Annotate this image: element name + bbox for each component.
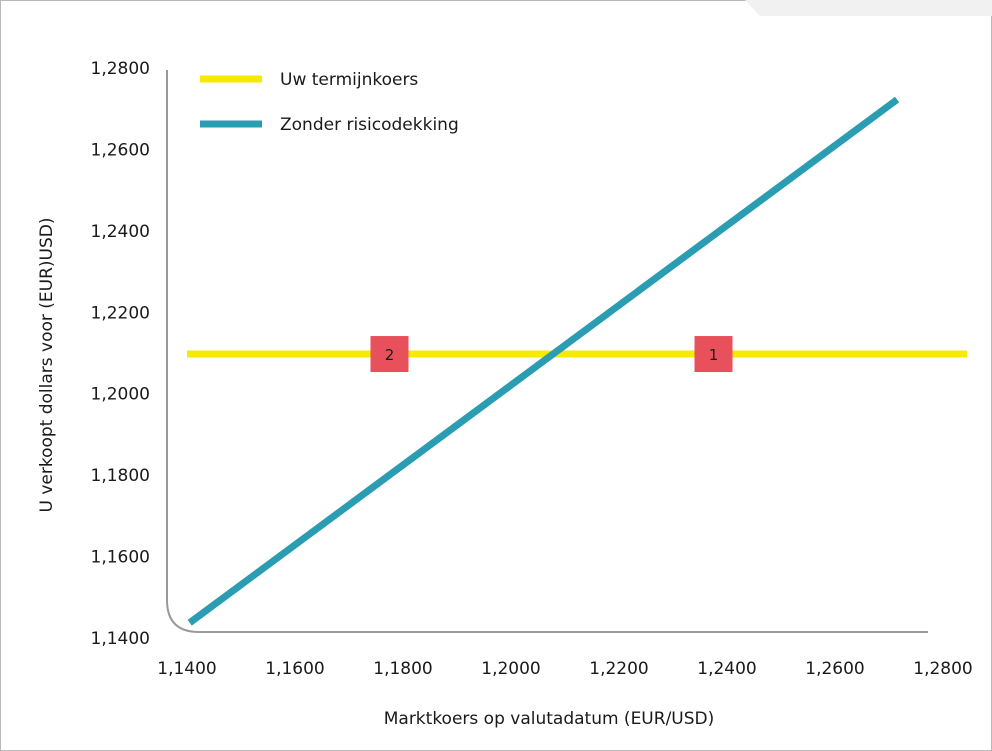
x-tick-label: 1,1600 xyxy=(265,659,324,679)
corner-tab xyxy=(745,0,992,16)
series-layer xyxy=(187,96,968,626)
annotation-label-1: 1 xyxy=(709,346,719,364)
legend-label-uw-termijnkoers: Uw termijnkoers xyxy=(280,70,418,90)
x-axis-title: Marktkoers op valutadatum (EUR/USD) xyxy=(384,709,715,729)
y-tick-labels: 1,1400 1,1600 1,1800 1,2000 1,2200 1,2400 1,26… xyxy=(91,59,150,649)
annotation-label-2: 2 xyxy=(385,346,395,364)
y-tick-label: 1,2400 xyxy=(91,222,150,242)
series-line-zonder-risicodekking xyxy=(187,96,900,626)
y-tick-label: 1,2800 xyxy=(91,59,150,79)
x-tick-label: 1,2000 xyxy=(481,659,540,679)
y-tick-label: 1,2200 xyxy=(91,303,150,323)
legend-label-zonder-risicodekking: Zonder risicodekking xyxy=(280,115,459,135)
y-tick-label: 1,1800 xyxy=(91,466,150,486)
y-tick-label: 1,1600 xyxy=(91,548,150,568)
x-tick-label: 1,2600 xyxy=(805,659,864,679)
y-tick-label: 1,2600 xyxy=(91,140,150,160)
legend: Uw termijnkoers Zonder risicodekking xyxy=(200,70,459,135)
x-tick-label: 1,2800 xyxy=(913,659,972,679)
y-axis-title: U verkoopt dollars voor (EUR)USD) xyxy=(37,217,57,512)
x-tick-label: 1,1800 xyxy=(373,659,432,679)
x-tick-label: 1,1400 xyxy=(157,659,216,679)
x-tick-label: 1,2400 xyxy=(697,659,756,679)
annotation-marker-1 xyxy=(694,336,733,373)
x-tick-labels: 1,1400 1,1600 1,1800 1,2000 1,2200 1,2400 1,26… xyxy=(157,659,972,679)
annotation-marker-2 xyxy=(370,336,409,373)
x-tick-label: 1,2200 xyxy=(589,659,648,679)
y-tick-label: 1,1400 xyxy=(91,629,150,649)
y-tick-label: 1,2000 xyxy=(91,385,150,405)
y-axis xyxy=(166,70,200,633)
